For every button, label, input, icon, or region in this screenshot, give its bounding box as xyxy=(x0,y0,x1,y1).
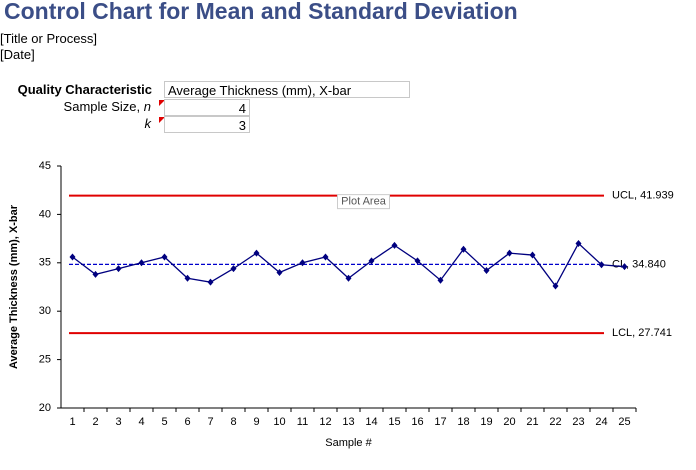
sample-size-label: Sample Size, n xyxy=(64,99,151,114)
data-point xyxy=(253,249,260,257)
y-tick-label: 40 xyxy=(39,208,51,220)
x-tick-label: 18 xyxy=(457,416,469,428)
x-tick-label: 12 xyxy=(319,416,331,428)
data-point xyxy=(138,259,145,267)
data-point xyxy=(506,249,513,257)
tooltip-box xyxy=(337,194,390,210)
x-tick-label: 4 xyxy=(138,416,144,428)
x-tick-label: 15 xyxy=(388,416,400,428)
data-point xyxy=(115,265,122,273)
x-tick-label: 22 xyxy=(549,416,561,428)
data-point xyxy=(575,239,582,247)
x-tick-label: 7 xyxy=(207,416,213,428)
k-input[interactable]: 3 xyxy=(164,116,250,133)
x-axis-label: Sample # xyxy=(325,437,372,449)
x-tick-label: 9 xyxy=(253,416,259,428)
x-tick-label: 20 xyxy=(503,416,515,428)
tooltip: Plot Area xyxy=(341,196,387,208)
x-tick-label: 23 xyxy=(572,416,584,428)
x-tick-label: 3 xyxy=(115,416,121,428)
data-point xyxy=(598,261,605,269)
x-tick-label: 14 xyxy=(365,416,377,428)
y-tick-label: 30 xyxy=(39,305,51,317)
data-point xyxy=(391,241,398,249)
data-point xyxy=(92,270,99,278)
k-label: k xyxy=(144,116,152,131)
data-point xyxy=(437,276,444,284)
y-tick-label: 35 xyxy=(39,257,51,269)
x-tick-label: 25 xyxy=(618,416,630,428)
sample-size-text: Sample Size, xyxy=(63,99,141,114)
data-point xyxy=(460,245,467,253)
x-tick-label: 1 xyxy=(69,416,75,428)
data-point xyxy=(184,274,191,282)
y-tick-label: 20 xyxy=(39,402,51,414)
x-tick-label: 24 xyxy=(595,416,607,428)
y-tick-label: 25 xyxy=(39,354,51,366)
x-tick-label: 10 xyxy=(273,416,285,428)
control-label: LCL, 27.741 xyxy=(612,327,672,339)
data-point xyxy=(322,253,329,261)
data-point xyxy=(368,257,375,265)
x-tick-label: 8 xyxy=(230,416,236,428)
x-tick-label: 11 xyxy=(297,416,308,428)
data-point xyxy=(276,268,283,276)
x-tick-label: 2 xyxy=(92,416,98,428)
data-point xyxy=(299,259,306,267)
control-label: CL, 34.840 xyxy=(612,258,666,270)
data-point xyxy=(529,251,536,259)
control-label: UCL, 41.939 xyxy=(612,190,674,202)
quality-input[interactable]: Average Thickness (mm), X-bar xyxy=(164,81,410,98)
data-point xyxy=(552,282,559,290)
y-tick-label: 45 xyxy=(39,160,51,172)
data-point xyxy=(230,265,237,273)
x-tick-label: 5 xyxy=(161,416,167,428)
sample-size-input[interactable]: 4 xyxy=(164,99,250,116)
data-point xyxy=(483,267,490,275)
data-point xyxy=(207,278,214,286)
sample-size-var: n xyxy=(143,99,151,114)
x-tick-label: 6 xyxy=(184,416,190,428)
subtitle: [Title or Process] xyxy=(0,31,98,46)
data-point xyxy=(345,274,352,282)
comment-marker xyxy=(159,117,165,123)
data-point xyxy=(621,263,628,271)
data-point xyxy=(69,253,76,261)
data-point xyxy=(161,253,168,261)
x-tick-label: 19 xyxy=(480,416,492,428)
quality-label: Quality Characteristic xyxy=(17,82,152,97)
comment-marker xyxy=(159,100,165,106)
page-title: Control Chart for Mean and Standard Devi… xyxy=(4,0,518,24)
y-axis-label: Average Thickness (mm), X-bar xyxy=(8,204,20,369)
date: [Date] xyxy=(0,47,35,62)
x-tick-label: 17 xyxy=(434,416,446,428)
x-tick-label: 21 xyxy=(526,416,538,428)
x-tick-label: 16 xyxy=(411,416,423,428)
data-point xyxy=(414,257,421,265)
x-tick-label: 13 xyxy=(342,416,354,428)
